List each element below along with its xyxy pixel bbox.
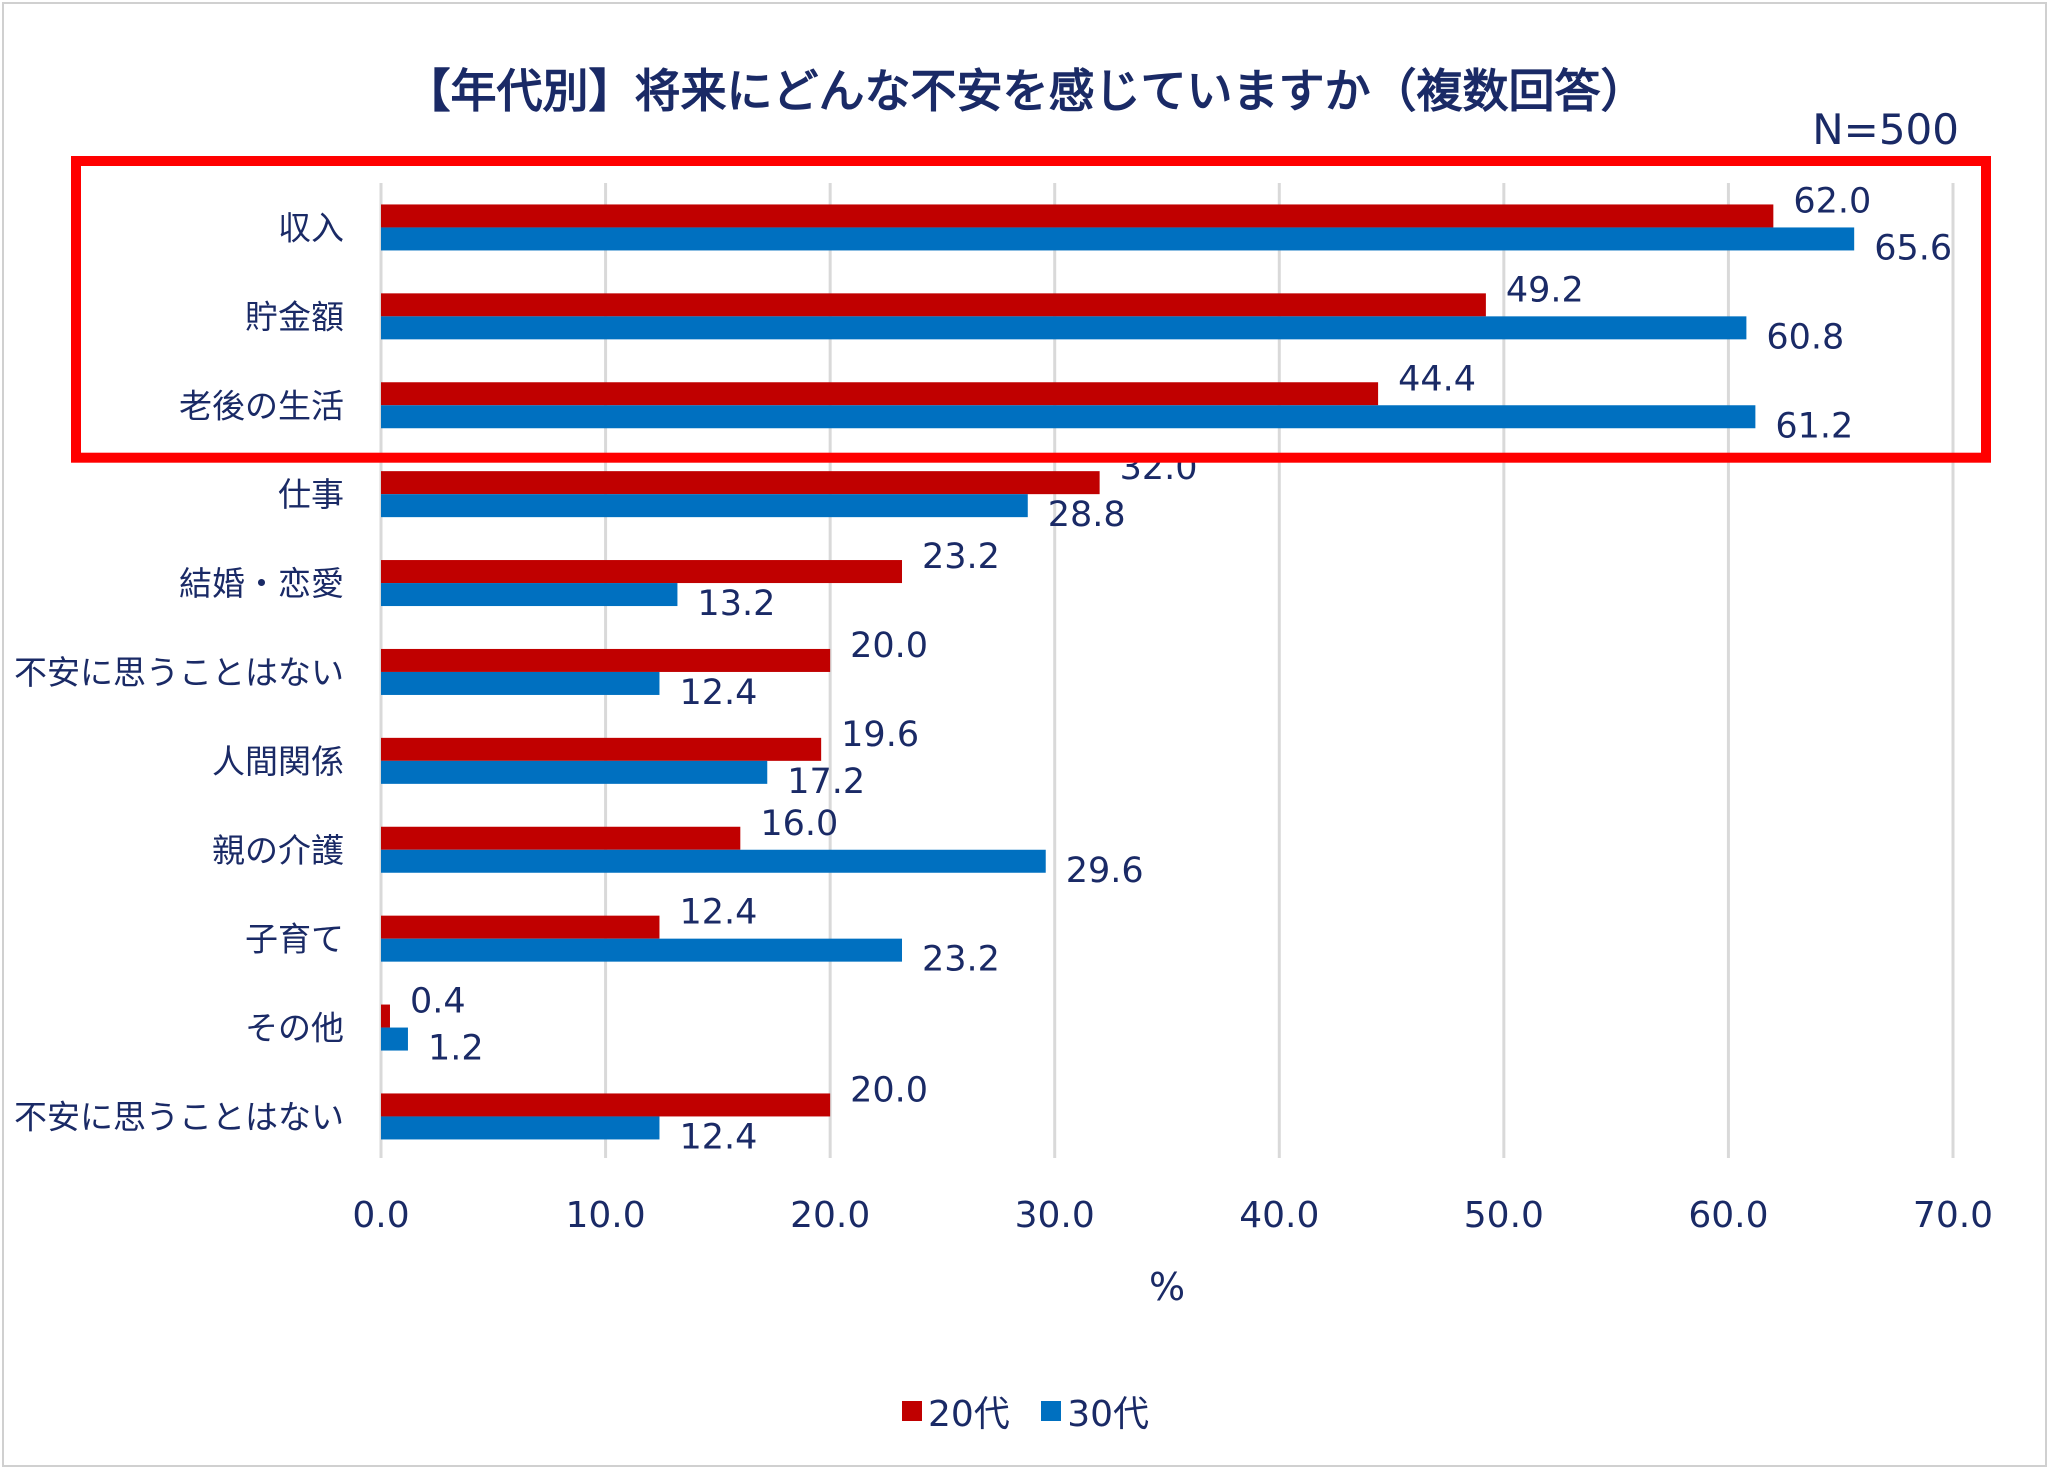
legend-swatch-30s	[1041, 1401, 1062, 1421]
data-label: 20.0	[850, 1070, 928, 1110]
data-label: 65.6	[1874, 228, 1952, 268]
bar-30代	[381, 405, 1756, 429]
data-label: 13.2	[697, 584, 775, 624]
bar-30代	[381, 938, 903, 962]
x-tick-label: 10.0	[565, 1195, 645, 1236]
data-label: 1.2	[428, 1029, 484, 1069]
bar-20代	[381, 826, 741, 850]
category-label: 子育て	[245, 920, 344, 959]
x-tick-label: 20.0	[790, 1195, 870, 1236]
legend-label-20s: 20代	[927, 1394, 1010, 1435]
data-label: 29.6	[1066, 851, 1144, 891]
bar-20代	[381, 737, 822, 761]
bar-20代	[381, 560, 903, 584]
x-tick-label: 40.0	[1239, 1195, 1319, 1236]
data-label: 12.4	[679, 673, 757, 713]
data-label: 23.2	[922, 940, 1000, 980]
legend: 20代 30代	[0, 1385, 2051, 1437]
sample-size-note: N=500	[1812, 105, 1959, 154]
data-label: 23.2	[922, 537, 1000, 577]
x-tick-label: 50.0	[1464, 1195, 1544, 1236]
bar-20代	[381, 1004, 390, 1028]
bar-20代	[381, 204, 1774, 228]
x-tick-label: 0.0	[352, 1195, 409, 1236]
category-label: 不安に思うことはない	[14, 653, 344, 692]
bar-30代	[381, 760, 768, 784]
bar-30代	[381, 583, 678, 607]
data-label: 28.8	[1048, 495, 1126, 535]
data-label: 16.0	[760, 804, 838, 844]
x-axis-label: %	[1149, 1265, 1185, 1309]
bar-30代	[381, 227, 1855, 251]
legend-item-30s: 30代	[1041, 1385, 1149, 1437]
category-label: 貯金額	[245, 297, 344, 336]
highlight-box	[71, 156, 1991, 463]
data-label: 60.8	[1766, 317, 1844, 357]
data-label: 20.0	[850, 626, 928, 666]
bar-20代	[381, 1093, 831, 1117]
bar-20代	[381, 915, 660, 939]
bar-30代	[381, 849, 1046, 873]
category-label: 人間関係	[212, 742, 344, 781]
category-label: その他	[245, 1009, 344, 1048]
data-label: 17.2	[787, 762, 865, 802]
chart-title: 【年代別】将来にどんな不安を感じていますか（複数回答）	[404, 64, 1647, 118]
bar-30代	[381, 1027, 408, 1051]
bar-20代	[381, 293, 1486, 317]
data-label: 12.4	[679, 893, 757, 933]
legend-label-30s: 30代	[1067, 1394, 1150, 1435]
x-tick-label: 60.0	[1688, 1195, 1768, 1236]
legend-item-20s: 20代	[901, 1385, 1010, 1437]
bar-20代	[381, 471, 1100, 495]
data-label: 12.4	[679, 1117, 757, 1157]
x-tick-label: 30.0	[1015, 1195, 1095, 1236]
bar-30代	[381, 1116, 660, 1140]
data-label: 0.4	[410, 982, 466, 1022]
bar-30代	[381, 671, 660, 695]
data-label: 62.0	[1793, 181, 1871, 221]
category-label: 結婚・恋愛	[179, 564, 344, 603]
data-label: 61.2	[1775, 406, 1853, 446]
category-label: 仕事	[278, 475, 344, 514]
legend-swatch-20s	[901, 1401, 922, 1421]
bar-20代	[381, 648, 831, 672]
bar-20代	[381, 382, 1379, 406]
data-label: 19.6	[841, 715, 919, 755]
data-label: 44.4	[1398, 359, 1476, 399]
bar-30代	[381, 494, 1028, 518]
data-label: 49.2	[1506, 270, 1584, 310]
bar-30代	[381, 316, 1747, 340]
category-label: 不安に思うことはない	[14, 1097, 344, 1136]
x-tick-label: 70.0	[1913, 1195, 1993, 1236]
category-label: 親の介護	[212, 831, 344, 870]
category-label: 老後の生活	[179, 386, 344, 425]
category-label: 収入	[278, 208, 344, 247]
